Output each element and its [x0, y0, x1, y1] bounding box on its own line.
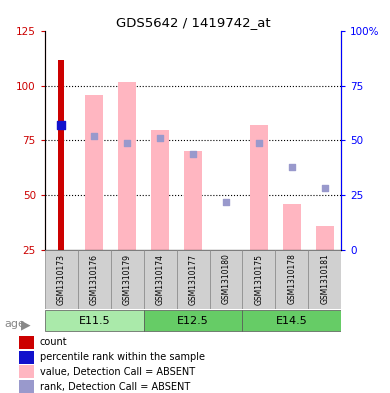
Text: count: count [40, 337, 67, 347]
Text: GSM1310177: GSM1310177 [188, 253, 198, 305]
Bar [20, 380, 34, 393]
Bar [243, 310, 341, 331]
Bar [209, 250, 243, 309]
Bar [20, 336, 34, 349]
Point [223, 198, 229, 205]
Point [322, 185, 328, 192]
Text: percentile rank within the sample: percentile rank within the sample [40, 352, 205, 362]
Bar [243, 250, 275, 309]
Point [58, 122, 64, 129]
Text: GSM1310175: GSM1310175 [254, 253, 263, 305]
Bar [250, 125, 268, 250]
Bar [118, 82, 136, 250]
Bar [275, 250, 308, 309]
Bar [20, 351, 34, 364]
Point [91, 133, 98, 139]
Bar [144, 250, 177, 309]
Text: value, Detection Call = ABSENT: value, Detection Call = ABSENT [40, 367, 195, 377]
Bar [151, 130, 169, 250]
Text: GSM1310178: GSM1310178 [287, 253, 296, 305]
Text: E12.5: E12.5 [177, 316, 209, 326]
Bar [308, 250, 341, 309]
Point [190, 151, 196, 157]
Bar [177, 250, 209, 309]
Bar [20, 365, 34, 378]
Bar [78, 250, 111, 309]
Bar [316, 226, 334, 250]
Text: GSM1310173: GSM1310173 [57, 253, 66, 305]
Point [124, 140, 130, 146]
Point [289, 163, 295, 170]
Bar [283, 204, 301, 250]
Text: GSM1310181: GSM1310181 [320, 253, 329, 305]
Text: GSM1310176: GSM1310176 [90, 253, 99, 305]
Bar [58, 60, 64, 250]
Text: GSM1310180: GSM1310180 [222, 253, 230, 305]
Bar [111, 250, 144, 309]
Text: ▶: ▶ [21, 318, 31, 331]
Bar [45, 310, 144, 331]
Point [256, 140, 262, 146]
Text: GSM1310179: GSM1310179 [123, 253, 132, 305]
Bar [45, 250, 78, 309]
Text: E11.5: E11.5 [78, 316, 110, 326]
Bar [85, 95, 103, 250]
Text: E14.5: E14.5 [276, 316, 308, 326]
Bar [144, 310, 243, 331]
Title: GDS5642 / 1419742_at: GDS5642 / 1419742_at [116, 16, 270, 29]
Bar [184, 151, 202, 250]
Point [157, 135, 163, 141]
Text: GSM1310174: GSM1310174 [156, 253, 165, 305]
Text: rank, Detection Call = ABSENT: rank, Detection Call = ABSENT [40, 382, 190, 391]
Text: age: age [5, 319, 26, 329]
